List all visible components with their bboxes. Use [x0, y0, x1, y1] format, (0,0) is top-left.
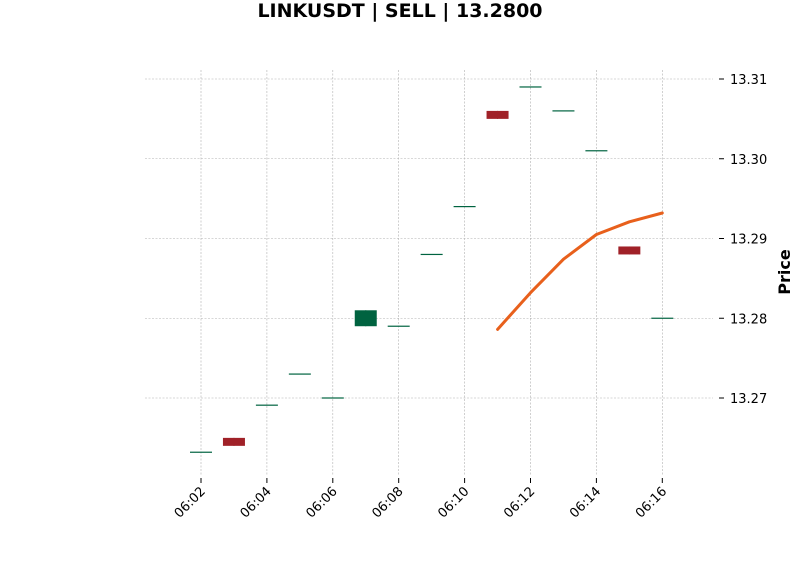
- chart-title: LINKUSDT | SELL | 13.2800: [257, 0, 542, 22]
- candle-layer: [190, 86, 674, 453]
- x-tick-label: 06:02: [172, 484, 209, 521]
- candle-body: [420, 253, 443, 256]
- x-tick-label: 06:04: [238, 484, 275, 521]
- candle-body: [618, 246, 641, 255]
- x-tick-label: 06:12: [501, 484, 538, 521]
- x-tick-label: 06:08: [369, 484, 406, 521]
- signal-line: [496, 211, 664, 331]
- grid-layer: [145, 70, 713, 475]
- candle-body: [552, 110, 575, 112]
- x-tick-label: 06:06: [304, 484, 341, 521]
- x-tick-label: 06:16: [633, 484, 670, 521]
- candle-body: [190, 451, 212, 453]
- y-tick-label: 13.28: [730, 312, 767, 327]
- candle-body: [585, 150, 608, 152]
- x-tick-label: 06:10: [435, 484, 472, 521]
- y-tick-label: 13.27: [730, 392, 767, 407]
- candle-body: [486, 110, 509, 119]
- y-tick-label: 13.30: [730, 153, 767, 168]
- candle-body: [321, 397, 344, 399]
- y-tick-label: 13.31: [730, 73, 767, 88]
- y-tick-label: 13.29: [730, 233, 767, 248]
- candle-body: [354, 310, 377, 327]
- candle-body: [519, 86, 542, 88]
- line-layer: [496, 211, 664, 331]
- candle-body: [651, 317, 674, 319]
- candle-body: [255, 404, 278, 406]
- candle-body: [222, 437, 245, 446]
- candle-body: [453, 206, 476, 208]
- axis-layer: 13.27 13.28 13.29 13.30 13.31 06:02 06:04 06:06…: [172, 73, 767, 521]
- y-axis-label: Price: [775, 249, 794, 295]
- candle-body: [387, 325, 410, 327]
- candle-body: [288, 373, 311, 375]
- x-tick-label: 06:14: [567, 484, 604, 521]
